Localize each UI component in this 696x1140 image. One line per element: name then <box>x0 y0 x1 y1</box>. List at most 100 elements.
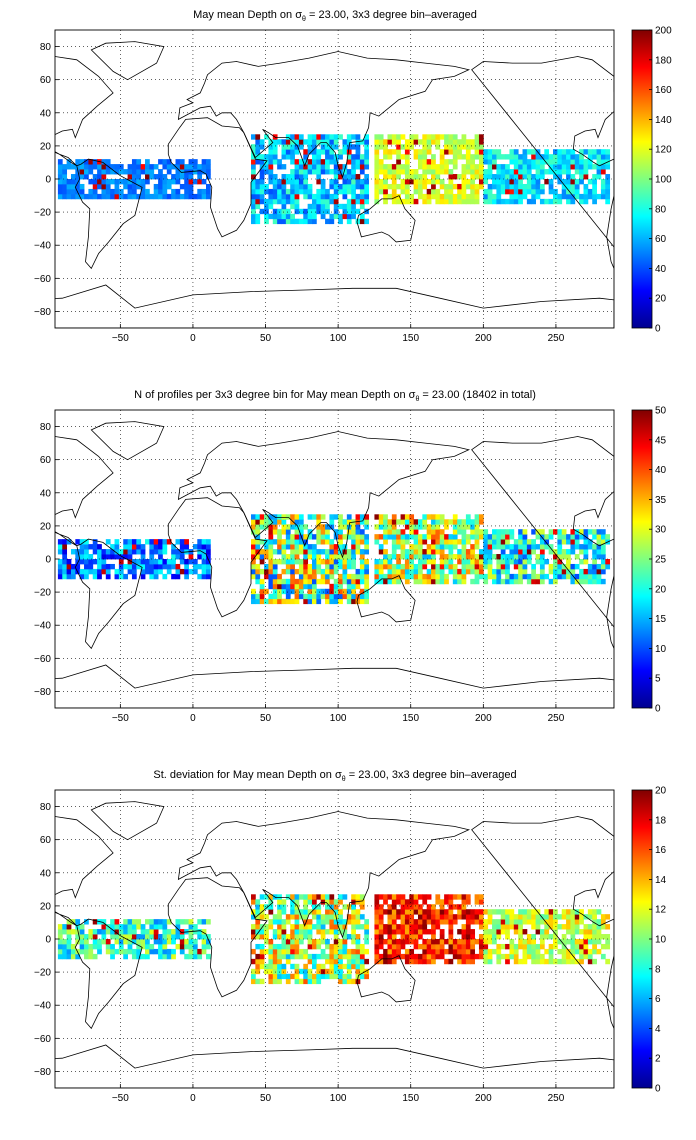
data-cell <box>294 159 300 165</box>
data-cell <box>509 919 515 925</box>
data-cell <box>483 149 489 155</box>
data-cell <box>123 544 128 550</box>
data-cell <box>364 573 370 580</box>
data-cell <box>329 213 335 220</box>
data-cell <box>383 899 388 905</box>
data-cell <box>281 943 287 950</box>
data-cell <box>518 914 523 920</box>
data-cell <box>346 154 352 160</box>
data-cell <box>311 943 317 950</box>
data-cell <box>298 524 304 530</box>
data-cell <box>251 134 256 140</box>
data-cell <box>539 539 545 545</box>
data-cell <box>470 179 476 185</box>
data-cell <box>378 139 384 145</box>
data-cell <box>574 183 580 190</box>
data-cell <box>387 909 393 915</box>
data-cell <box>346 563 352 570</box>
data-cell <box>500 909 506 915</box>
data-cell <box>307 183 313 190</box>
data-cell <box>355 914 361 920</box>
data-cell <box>391 904 397 910</box>
data-cell <box>579 953 584 960</box>
data-cell <box>400 929 406 935</box>
data-cell <box>355 978 361 985</box>
data-cell <box>264 188 269 195</box>
coastline <box>356 955 416 1003</box>
data-cell <box>101 183 107 190</box>
data-cell <box>444 573 449 580</box>
data-cell <box>162 159 168 165</box>
data-cell <box>522 554 528 560</box>
data-cell <box>66 559 72 565</box>
data-cell <box>374 149 380 155</box>
data-cell <box>364 144 370 150</box>
data-cell <box>294 968 300 975</box>
data-cell <box>320 939 326 945</box>
data-cell <box>448 919 454 925</box>
data-cell <box>333 559 339 565</box>
data-cell <box>426 169 432 175</box>
data-cell <box>378 534 384 540</box>
data-cell <box>188 953 194 960</box>
data-cell <box>184 943 189 950</box>
data-cell <box>574 563 580 570</box>
data-cell <box>325 958 330 965</box>
data-cell <box>333 973 339 980</box>
data-cell <box>478 939 484 945</box>
data-cell <box>579 174 584 180</box>
data-cell <box>66 943 72 950</box>
data-cell <box>509 188 515 195</box>
data-cell <box>201 559 207 565</box>
data-cell <box>140 188 146 195</box>
data-cell <box>387 154 393 160</box>
data-cell <box>307 899 313 905</box>
data-cell <box>448 134 454 140</box>
data-cell <box>492 578 497 585</box>
data-cell <box>496 554 502 560</box>
data-cell <box>251 524 256 530</box>
data-cell <box>346 598 352 605</box>
data-cell <box>255 593 261 600</box>
data-cell <box>259 193 265 200</box>
data-cell <box>496 559 502 565</box>
data-cell <box>444 534 449 540</box>
data-cell <box>431 953 436 960</box>
data-cell <box>281 588 287 595</box>
data-cell <box>518 169 523 175</box>
data-cell <box>574 939 580 945</box>
data-cell <box>290 519 295 525</box>
data-cell <box>387 134 393 140</box>
data-cell <box>396 948 401 955</box>
data-cell <box>548 159 554 165</box>
data-cell <box>444 198 449 205</box>
data-cell <box>457 929 462 935</box>
data-cell <box>579 929 584 935</box>
data-cell <box>487 159 493 165</box>
data-cell <box>84 549 89 555</box>
data-cell <box>461 578 467 585</box>
data-cell <box>197 554 203 560</box>
data-cell <box>303 953 309 960</box>
data-cell <box>457 529 462 535</box>
data-cell <box>378 894 384 900</box>
data-cell <box>478 529 484 535</box>
data-cell <box>522 939 528 945</box>
data-cell <box>158 953 163 960</box>
data-cell <box>268 559 274 565</box>
data-cell <box>110 563 115 570</box>
data-cell <box>544 948 550 955</box>
data-cell <box>62 554 68 560</box>
data-cell <box>62 573 68 580</box>
data-cell <box>316 909 322 915</box>
data-cell <box>364 539 370 545</box>
data-cell <box>290 563 295 570</box>
data-cell <box>325 953 330 960</box>
data-cell <box>290 198 295 205</box>
data-cell <box>201 943 207 950</box>
data-cell <box>566 563 571 570</box>
data-cell <box>140 549 146 555</box>
data-cell <box>513 188 519 195</box>
data-cell <box>496 544 502 550</box>
data-cell <box>570 578 576 585</box>
